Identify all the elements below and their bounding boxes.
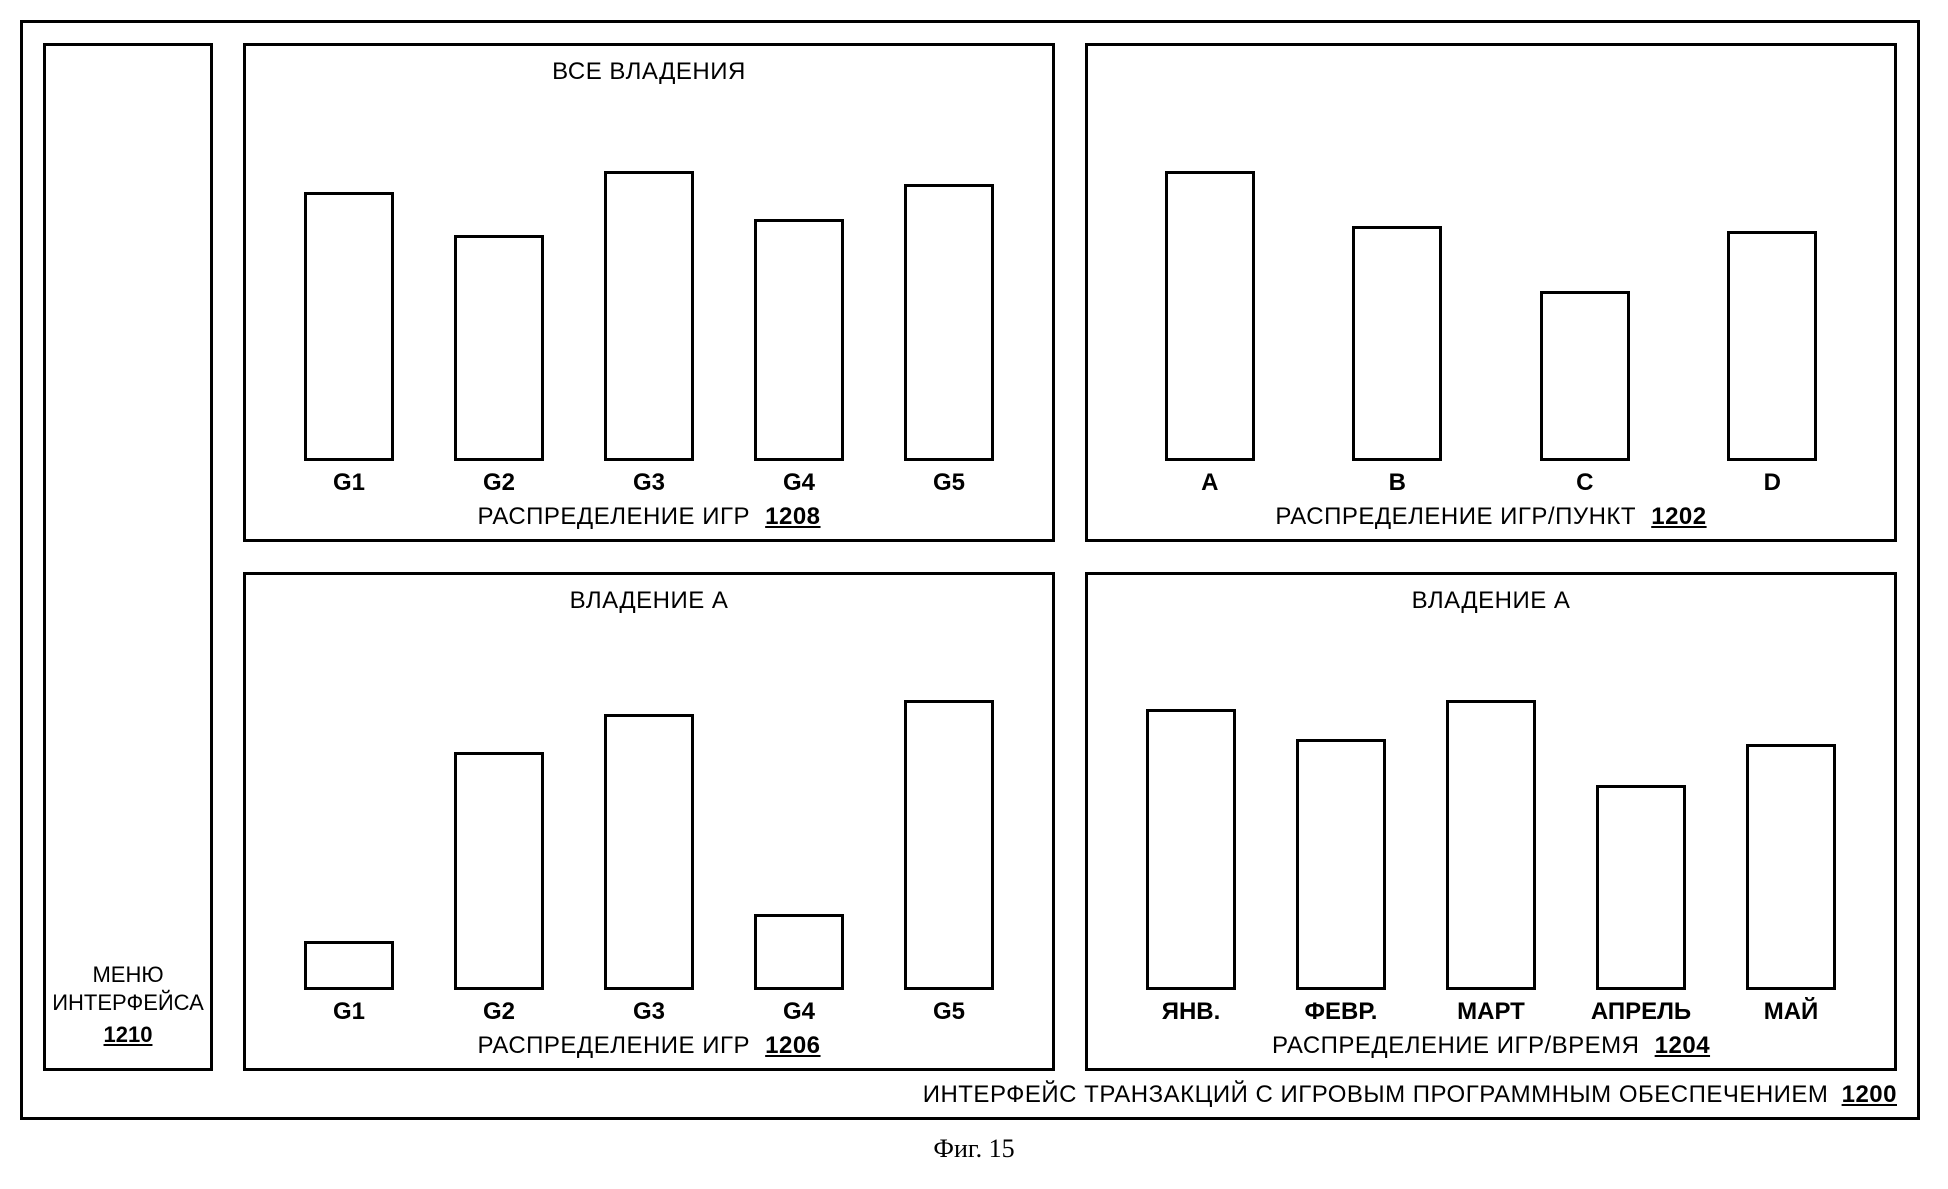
bar <box>1446 700 1536 990</box>
bar-group: G2 <box>424 235 574 497</box>
main-layout: МЕНЮ ИНТЕРФЕЙСА 1210 ВСЕ ВЛАДЕНИЯ G1 G2 G3… <box>43 43 1897 1071</box>
bar <box>1165 171 1255 461</box>
bar-label: G5 <box>933 469 965 497</box>
bar <box>1727 231 1817 461</box>
chart-panel-1208: ВСЕ ВЛАДЕНИЯ G1 G2 G3 G4 G5 РАСПРЕДЕЛЕНИЕ ИГ… <box>243 43 1055 542</box>
bar-label: G3 <box>633 469 665 497</box>
interface-caption: ИНТЕРФЕЙС ТРАНЗАКЦИЙ С ИГРОВЫМ ПРОГРАММН… <box>43 1081 1897 1109</box>
bar <box>454 752 544 990</box>
chart-caption-text: РАСПРЕДЕЛЕНИЕ ИГР <box>477 503 750 530</box>
bar-group: G4 <box>724 219 874 497</box>
bar-group: D <box>1679 231 1867 497</box>
bar-group: G5 <box>874 184 1024 497</box>
bar-label: G3 <box>633 998 665 1026</box>
chart-caption-text: РАСПРЕДЕЛЕНИЕ ИГР/ВРЕМЯ <box>1272 1032 1640 1059</box>
interface-caption-ref: 1200 <box>1842 1081 1897 1108</box>
bar-label: ФЕВР. <box>1305 998 1378 1026</box>
bar-group: МАРТ <box>1416 700 1566 1026</box>
chart-area: A B C D <box>1106 64 1876 497</box>
bar-label: ЯНВ. <box>1162 998 1221 1026</box>
chart-ref: 1202 <box>1651 503 1706 530</box>
bar-group: B <box>1304 226 1492 497</box>
sidebar-label: МЕНЮ ИНТЕРФЕЙСА <box>46 961 210 1018</box>
bar-label: B <box>1389 469 1406 497</box>
chart-caption: РАСПРЕДЕЛЕНИЕ ИГР/ПУНКТ 1202 <box>1106 503 1876 531</box>
chart-caption: РАСПРЕДЕЛЕНИЕ ИГР/ВРЕМЯ 1204 <box>1106 1032 1876 1060</box>
bar-label: D <box>1764 469 1781 497</box>
bar-group: G4 <box>724 914 874 1026</box>
figure-caption: Фиг. 15 <box>20 1134 1928 1164</box>
bar-label: G4 <box>783 469 815 497</box>
bar-label: G2 <box>483 469 515 497</box>
chart-title: ВСЕ ВЛАДЕНИЯ <box>264 58 1034 86</box>
bar-group: A <box>1116 171 1304 497</box>
bar <box>1540 291 1630 461</box>
chart-caption-text: РАСПРЕДЕЛЕНИЕ ИГР/ПУНКТ <box>1275 503 1636 530</box>
chart-caption: РАСПРЕДЕЛЕНИЕ ИГР 1208 <box>264 503 1034 531</box>
bar-group: ЯНВ. <box>1116 709 1266 1026</box>
bar-group: G2 <box>424 752 574 1026</box>
bar-group: G3 <box>574 714 724 1026</box>
bar-label: МАЙ <box>1764 998 1819 1026</box>
bar <box>1746 744 1836 990</box>
chart-panel-1202: A B C D РАСПРЕДЕЛЕНИЕ ИГР/ПУНКТ 1202 <box>1085 43 1897 542</box>
chart-ref: 1204 <box>1655 1032 1710 1059</box>
chart-caption-text: РАСПРЕДЕЛЕНИЕ ИГР <box>477 1032 750 1059</box>
chart-title: ВЛАДЕНИЕ А <box>264 587 1034 615</box>
bar-label: G1 <box>333 998 365 1026</box>
bar-label: G2 <box>483 998 515 1026</box>
bar <box>304 192 394 461</box>
bar-label: МАРТ <box>1457 998 1525 1026</box>
bar <box>1596 785 1686 990</box>
chart-title: ВЛАДЕНИЕ А <box>1106 587 1876 615</box>
bar <box>1352 226 1442 461</box>
chart-area: G1 G2 G3 G4 G5 <box>264 621 1034 1026</box>
bar <box>904 700 994 990</box>
chart-area: G1 G2 G3 G4 G5 <box>264 92 1034 497</box>
chart-ref: 1208 <box>765 503 820 530</box>
bar <box>1146 709 1236 990</box>
chart-caption: РАСПРЕДЕЛЕНИЕ ИГР 1206 <box>264 1032 1034 1060</box>
bar-label: C <box>1576 469 1593 497</box>
chart-area: ЯНВ. ФЕВР. МАРТ АПРЕЛЬ МАЙ <box>1106 621 1876 1026</box>
bar <box>1296 739 1386 990</box>
bar-group: АПРЕЛЬ <box>1566 785 1716 1026</box>
interface-caption-text: ИНТЕРФЕЙС ТРАНЗАКЦИЙ С ИГРОВЫМ ПРОГРАММН… <box>923 1081 1829 1108</box>
interface-menu-panel: МЕНЮ ИНТЕРФЕЙСА 1210 <box>43 43 213 1071</box>
bar-group: G1 <box>274 941 424 1026</box>
bar-label: G4 <box>783 998 815 1026</box>
bar-group: ФЕВР. <box>1266 739 1416 1026</box>
bar-label: G1 <box>333 469 365 497</box>
bar-group: G5 <box>874 700 1024 1026</box>
chart-panel-1206: ВЛАДЕНИЕ А G1 G2 G3 G4 G5 РАСПРЕДЕЛЕНИЕ ИГР … <box>243 572 1055 1071</box>
bar-group: G1 <box>274 192 424 497</box>
chart-panel-1204: ВЛАДЕНИЕ А ЯНВ. ФЕВР. МАРТ АПРЕЛЬ МАЙ РАСПРЕ… <box>1085 572 1897 1071</box>
bar <box>604 714 694 990</box>
chart-ref: 1206 <box>765 1032 820 1059</box>
interface-frame: МЕНЮ ИНТЕРФЕЙСА 1210 ВСЕ ВЛАДЕНИЯ G1 G2 G3… <box>20 20 1920 1120</box>
bar <box>904 184 994 461</box>
bar <box>604 171 694 461</box>
bar <box>754 914 844 990</box>
bar <box>454 235 544 461</box>
bar <box>754 219 844 461</box>
bar-label: G5 <box>933 998 965 1026</box>
bar-label: A <box>1201 469 1218 497</box>
charts-grid: ВСЕ ВЛАДЕНИЯ G1 G2 G3 G4 G5 РАСПРЕДЕЛЕНИЕ ИГ… <box>243 43 1897 1071</box>
bar-label: АПРЕЛЬ <box>1591 998 1691 1026</box>
sidebar-ref: 1210 <box>104 1022 153 1048</box>
bar-group: G3 <box>574 171 724 497</box>
bar-group: МАЙ <box>1716 744 1866 1026</box>
bar <box>304 941 394 990</box>
bar-group: C <box>1491 291 1679 497</box>
